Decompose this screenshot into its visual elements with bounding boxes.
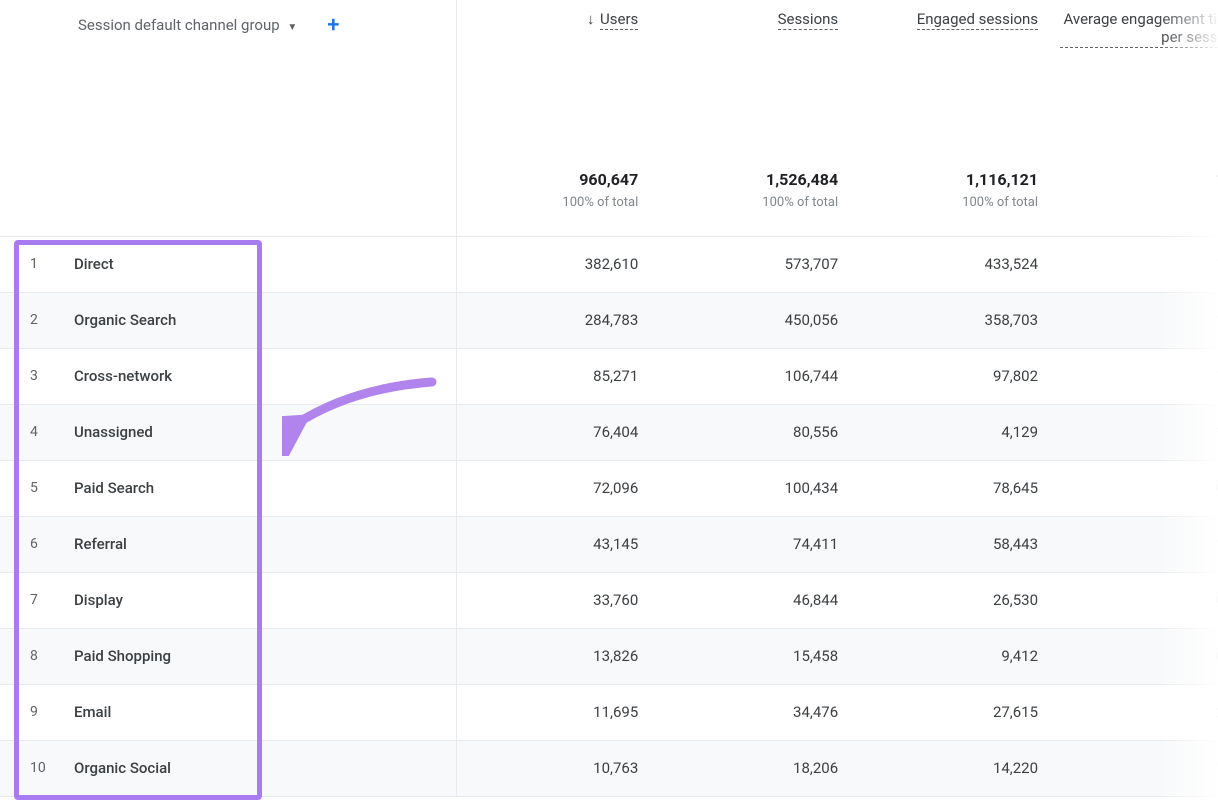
table-row[interactable]: 8 Paid Shopping 13,82615,4589,4120m xyxy=(0,628,1218,684)
row-number: 5 xyxy=(30,480,60,496)
totals-row: 960,647 100% of total 1,526,484 100% of … xyxy=(0,152,1218,236)
cell-sessions: 34,476 xyxy=(660,684,860,740)
total-avg: 1m xyxy=(1060,170,1218,189)
column-header-avg[interactable]: Average engagement time per session xyxy=(1060,30,1218,46)
row-channel-name: Paid Search xyxy=(74,479,154,497)
row-number: 10 xyxy=(30,760,60,776)
row-channel-name: Cross-network xyxy=(74,367,172,385)
total-engaged: 1,116,121 xyxy=(860,170,1038,189)
table-row[interactable]: 6 Referral 43,14574,41158,4431m xyxy=(0,516,1218,572)
dimension-picker[interactable]: Session default channel group ▼ xyxy=(78,16,297,34)
row-channel-name: Unassigned xyxy=(74,423,153,441)
cell-sessions: 18,206 xyxy=(660,740,860,796)
total-avg-sub: Av xyxy=(1060,195,1218,210)
row-channel-name: Organic Search xyxy=(74,311,176,329)
cell-users: 382,610 xyxy=(460,236,660,292)
cell-users: 13,826 xyxy=(460,628,660,684)
cell-avg: 0m xyxy=(1060,628,1218,684)
row-channel-name: Referral xyxy=(74,535,127,553)
cell-engaged: 4,129 xyxy=(860,404,1060,460)
add-dimension-button[interactable]: + xyxy=(327,13,339,38)
cell-users: 284,783 xyxy=(460,292,660,348)
table-row[interactable]: 4 Unassigned 76,40480,5564,1291m xyxy=(0,404,1218,460)
cell-users: 43,145 xyxy=(460,516,660,572)
analytics-table: Session default channel group ▼ + ↓ User… xyxy=(0,0,1218,797)
cell-users: 11,695 xyxy=(460,684,660,740)
row-channel-name: Direct xyxy=(74,255,114,273)
cell-users: 33,760 xyxy=(460,572,660,628)
total-engaged-sub: 100% of total xyxy=(860,195,1038,210)
cell-engaged: 14,220 xyxy=(860,740,1060,796)
table-row[interactable]: 10 Organic Social 10,76318,20614,2201m xyxy=(0,740,1218,796)
row-number: 8 xyxy=(30,648,60,664)
cell-avg: 2m xyxy=(1060,684,1218,740)
row-number: 7 xyxy=(30,592,60,608)
cell-engaged: 358,703 xyxy=(860,292,1060,348)
cell-avg: 1m xyxy=(1060,348,1218,404)
cell-avg: 1m xyxy=(1060,516,1218,572)
table-row[interactable]: 5 Paid Search 72,096100,43478,6450m xyxy=(0,460,1218,516)
column-header-users[interactable]: ↓ Users xyxy=(587,12,638,28)
total-users: 960,647 xyxy=(460,170,638,189)
cell-users: 85,271 xyxy=(460,348,660,404)
cell-avg: 1m xyxy=(1060,236,1218,292)
row-number: 6 xyxy=(30,536,60,552)
total-users-sub: 100% of total xyxy=(460,195,638,210)
total-sessions-sub: 100% of total xyxy=(660,195,838,210)
table-header-row: Session default channel group ▼ + ↓ User… xyxy=(0,0,1218,152)
cell-engaged: 26,530 xyxy=(860,572,1060,628)
cell-sessions: 46,844 xyxy=(660,572,860,628)
table-row[interactable]: 3 Cross-network 85,271106,74497,8021m xyxy=(0,348,1218,404)
column-header-engaged[interactable]: Engaged sessions xyxy=(917,12,1038,28)
cell-sessions: 106,744 xyxy=(660,348,860,404)
column-divider xyxy=(456,0,457,797)
row-number: 9 xyxy=(30,704,60,720)
row-number: 3 xyxy=(30,368,60,384)
cell-sessions: 100,434 xyxy=(660,460,860,516)
cell-sessions: 15,458 xyxy=(660,628,860,684)
dimension-label: Session default channel group xyxy=(78,16,280,34)
column-header-sessions[interactable]: Sessions xyxy=(778,12,839,28)
cell-users: 76,404 xyxy=(460,404,660,460)
row-number: 4 xyxy=(30,424,60,440)
chevron-down-icon: ▼ xyxy=(287,22,297,33)
table-row[interactable]: 7 Display 33,76046,84426,5300m xyxy=(0,572,1218,628)
cell-avg: 1m xyxy=(1060,292,1218,348)
row-channel-name: Organic Social xyxy=(74,759,171,777)
cell-engaged: 58,443 xyxy=(860,516,1060,572)
cell-avg: 1m xyxy=(1060,404,1218,460)
sort-down-icon: ↓ xyxy=(587,10,595,28)
table-row[interactable]: 9 Email 11,69534,47627,6152m xyxy=(0,684,1218,740)
cell-avg: 0m xyxy=(1060,460,1218,516)
cell-sessions: 80,556 xyxy=(660,404,860,460)
cell-users: 72,096 xyxy=(460,460,660,516)
cell-engaged: 9,412 xyxy=(860,628,1060,684)
cell-engaged: 27,615 xyxy=(860,684,1060,740)
row-number: 1 xyxy=(30,256,60,272)
cell-sessions: 74,411 xyxy=(660,516,860,572)
cell-sessions: 573,707 xyxy=(660,236,860,292)
cell-engaged: 433,524 xyxy=(860,236,1060,292)
cell-engaged: 78,645 xyxy=(860,460,1060,516)
table-row[interactable]: 1 Direct 382,610573,707433,5241m xyxy=(0,236,1218,292)
cell-sessions: 450,056 xyxy=(660,292,860,348)
cell-users: 10,763 xyxy=(460,740,660,796)
row-channel-name: Display xyxy=(74,591,123,609)
cell-avg: 0m xyxy=(1060,572,1218,628)
total-sessions: 1,526,484 xyxy=(660,170,838,189)
table-row[interactable]: 2 Organic Search 284,783450,056358,7031m xyxy=(0,292,1218,348)
row-channel-name: Email xyxy=(74,703,111,721)
cell-engaged: 97,802 xyxy=(860,348,1060,404)
row-channel-name: Paid Shopping xyxy=(74,647,171,665)
cell-avg: 1m xyxy=(1060,740,1218,796)
row-number: 2 xyxy=(30,312,60,328)
